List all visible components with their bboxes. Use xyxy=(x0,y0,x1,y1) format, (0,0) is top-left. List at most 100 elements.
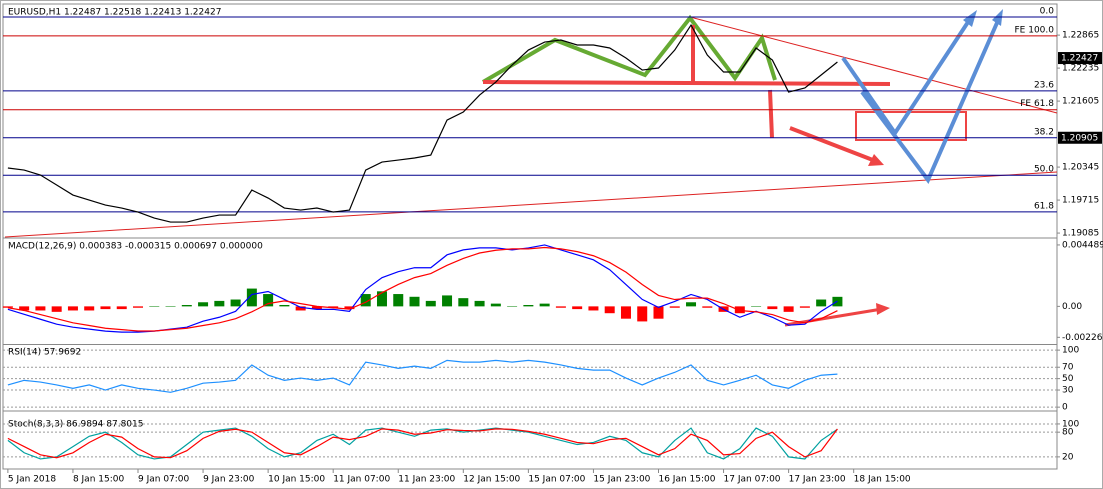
histogram-bar xyxy=(19,306,30,311)
pane-title: Stoch(8,3,3) 86.9894 87.8015 xyxy=(8,420,143,430)
histogram-bar xyxy=(84,306,95,311)
histogram-bar xyxy=(572,306,583,310)
histogram-bar xyxy=(686,302,697,307)
level-label: 0.0 xyxy=(1040,7,1055,17)
histogram-bar xyxy=(344,306,355,310)
histogram-bar xyxy=(539,303,550,307)
x-tick-label: 15 Jan 23:00 xyxy=(593,475,650,485)
arrow xyxy=(789,126,879,164)
histogram-bar xyxy=(214,300,225,307)
y-tick-label: 1.22865 xyxy=(1062,31,1099,41)
histogram-bar xyxy=(149,306,160,307)
level-label: 38.2 xyxy=(1034,127,1054,137)
y-tick-label: -0.002262 xyxy=(1062,333,1103,343)
x-tick-label: 11 Jan 07:00 xyxy=(333,475,390,485)
y-tick-label: 80 xyxy=(1062,428,1074,438)
x-tick-label: 15 Jan 07:00 xyxy=(528,475,585,485)
histogram-bar xyxy=(246,288,257,307)
y-tick-label: 50 xyxy=(1062,374,1074,384)
y-tick-label: 1.19715 xyxy=(1062,196,1099,206)
histogram-bar xyxy=(376,291,387,307)
histogram-bar xyxy=(767,306,778,310)
histogram-bar xyxy=(507,306,518,307)
height-marker xyxy=(768,89,774,139)
y-tick-label: 20 xyxy=(1062,452,1074,462)
x-tick-label: 12 Jan 15:00 xyxy=(463,475,520,485)
level-label: 23.6 xyxy=(1034,80,1054,90)
pane-title: EURUSD,H1 1.22487 1.22518 1.22413 1.2242… xyxy=(8,8,221,18)
trend-line xyxy=(689,16,1058,114)
histogram-bar xyxy=(116,306,127,310)
histogram-bar xyxy=(165,306,176,307)
histogram-bar xyxy=(816,299,827,307)
histogram-bar xyxy=(198,302,209,307)
histogram-bar xyxy=(490,303,501,307)
level-label: FE 61.8 xyxy=(1020,99,1054,109)
histogram-bar xyxy=(799,306,810,308)
level-label: 61.8 xyxy=(1034,201,1054,211)
histogram-bar xyxy=(751,306,762,307)
price-label: 1.20905 xyxy=(1061,133,1098,143)
histogram-bar xyxy=(555,306,566,308)
y-tick-label: 70 xyxy=(1062,363,1074,373)
projection-arrow xyxy=(860,15,1002,184)
series-line xyxy=(7,23,838,223)
y-tick-label: 0.00 xyxy=(1062,302,1082,312)
level-label: 50.0 xyxy=(1034,165,1054,175)
histogram-bar xyxy=(2,306,13,308)
x-tick-label: 9 Jan 07:00 xyxy=(138,475,190,485)
y-tick-label: 0 xyxy=(1062,403,1068,413)
neckline xyxy=(482,80,891,86)
price-label-box xyxy=(1058,131,1102,144)
series-line xyxy=(7,428,838,459)
histogram-bar xyxy=(620,306,631,319)
histogram-bar xyxy=(474,300,485,307)
price-label: 1.22427 xyxy=(1061,54,1098,64)
histogram-bar xyxy=(360,294,371,307)
histogram-bar xyxy=(263,294,274,307)
x-tick-label: 8 Jan 15:00 xyxy=(73,475,125,485)
histogram-bar xyxy=(669,306,680,308)
histogram-bar xyxy=(409,296,420,307)
y-tick-label: 1.21605 xyxy=(1062,97,1099,107)
histogram-bar xyxy=(588,306,599,311)
histogram-bar xyxy=(653,306,664,319)
histogram-bar xyxy=(279,305,290,307)
x-tick-label: 17 Jan 23:00 xyxy=(789,475,846,485)
histogram-bar xyxy=(328,306,339,308)
trend-line xyxy=(4,171,1058,238)
pattern-zigzag xyxy=(481,14,777,84)
histogram-bar xyxy=(100,306,111,310)
chart-frame xyxy=(2,3,1058,470)
x-tick-label: 18 Jan 15:00 xyxy=(854,475,911,485)
histogram-bar xyxy=(393,294,404,307)
y-tick-label: 1.19085 xyxy=(1062,229,1099,239)
series-line xyxy=(7,246,838,332)
histogram-bar xyxy=(425,300,436,307)
y-tick-label: 100 xyxy=(1062,346,1079,356)
histogram-bar xyxy=(51,306,62,312)
arrow-head xyxy=(963,10,977,27)
x-tick-label: 5 Jan 2018 xyxy=(8,475,56,485)
level-label: FE 100.0 xyxy=(1015,25,1055,35)
y-tick-label: 0.004489 xyxy=(1062,240,1103,250)
histogram-bar xyxy=(181,305,192,307)
histogram-bar xyxy=(133,306,144,308)
series-line xyxy=(7,244,838,333)
histogram-bar xyxy=(230,299,241,307)
y-tick-label: 100 xyxy=(1062,419,1079,429)
histogram-bar xyxy=(295,306,306,311)
histogram-bar xyxy=(734,306,745,314)
price-label-box xyxy=(1058,52,1102,65)
arrow-head xyxy=(868,154,884,166)
y-tick-label: 30 xyxy=(1062,386,1074,396)
histogram-bar xyxy=(702,306,713,308)
pane-title: RSI(14) 57.9692 xyxy=(8,348,81,358)
x-tick-label: 16 Jan 15:00 xyxy=(658,475,715,485)
histogram-bar xyxy=(604,306,615,314)
x-tick-label: 10 Jan 15:00 xyxy=(268,475,325,485)
x-tick-label: 9 Jan 23:00 xyxy=(203,475,255,485)
annotations xyxy=(4,9,1058,327)
arrow-head xyxy=(876,303,890,315)
